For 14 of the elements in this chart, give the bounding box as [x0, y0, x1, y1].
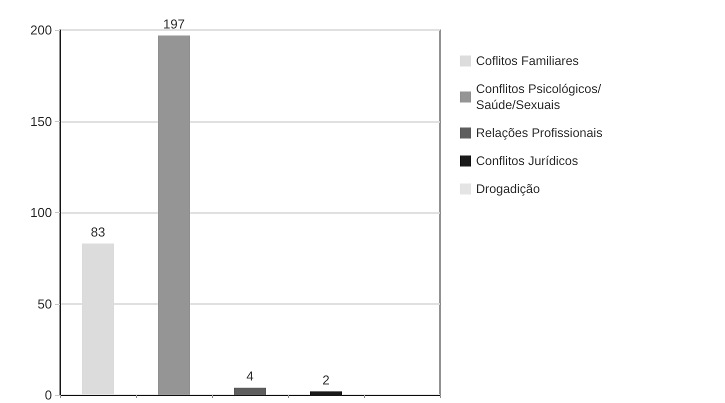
data-label: 2 [322, 372, 330, 388]
legend-label: Coflitos Familiares [476, 54, 579, 68]
data-label: 197 [163, 16, 185, 32]
y-tick-label: 0 [44, 388, 52, 402]
y-tick-label: 200 [30, 22, 52, 38]
data-label: 4 [246, 368, 254, 384]
legend-label: Relações Profissionais [476, 126, 602, 140]
legend-label: Conflitos Psicológicos/ Saúde/Sexuais [476, 82, 605, 112]
data-label: 83 [90, 224, 106, 240]
legend-label: Drogadição [476, 182, 540, 196]
y-tick-label: 150 [30, 114, 52, 129]
y-tick-label: 100 [30, 205, 52, 220]
y-tick-label: 50 [38, 296, 52, 312]
legend-label: Conflitos Jurídicos [476, 154, 578, 168]
